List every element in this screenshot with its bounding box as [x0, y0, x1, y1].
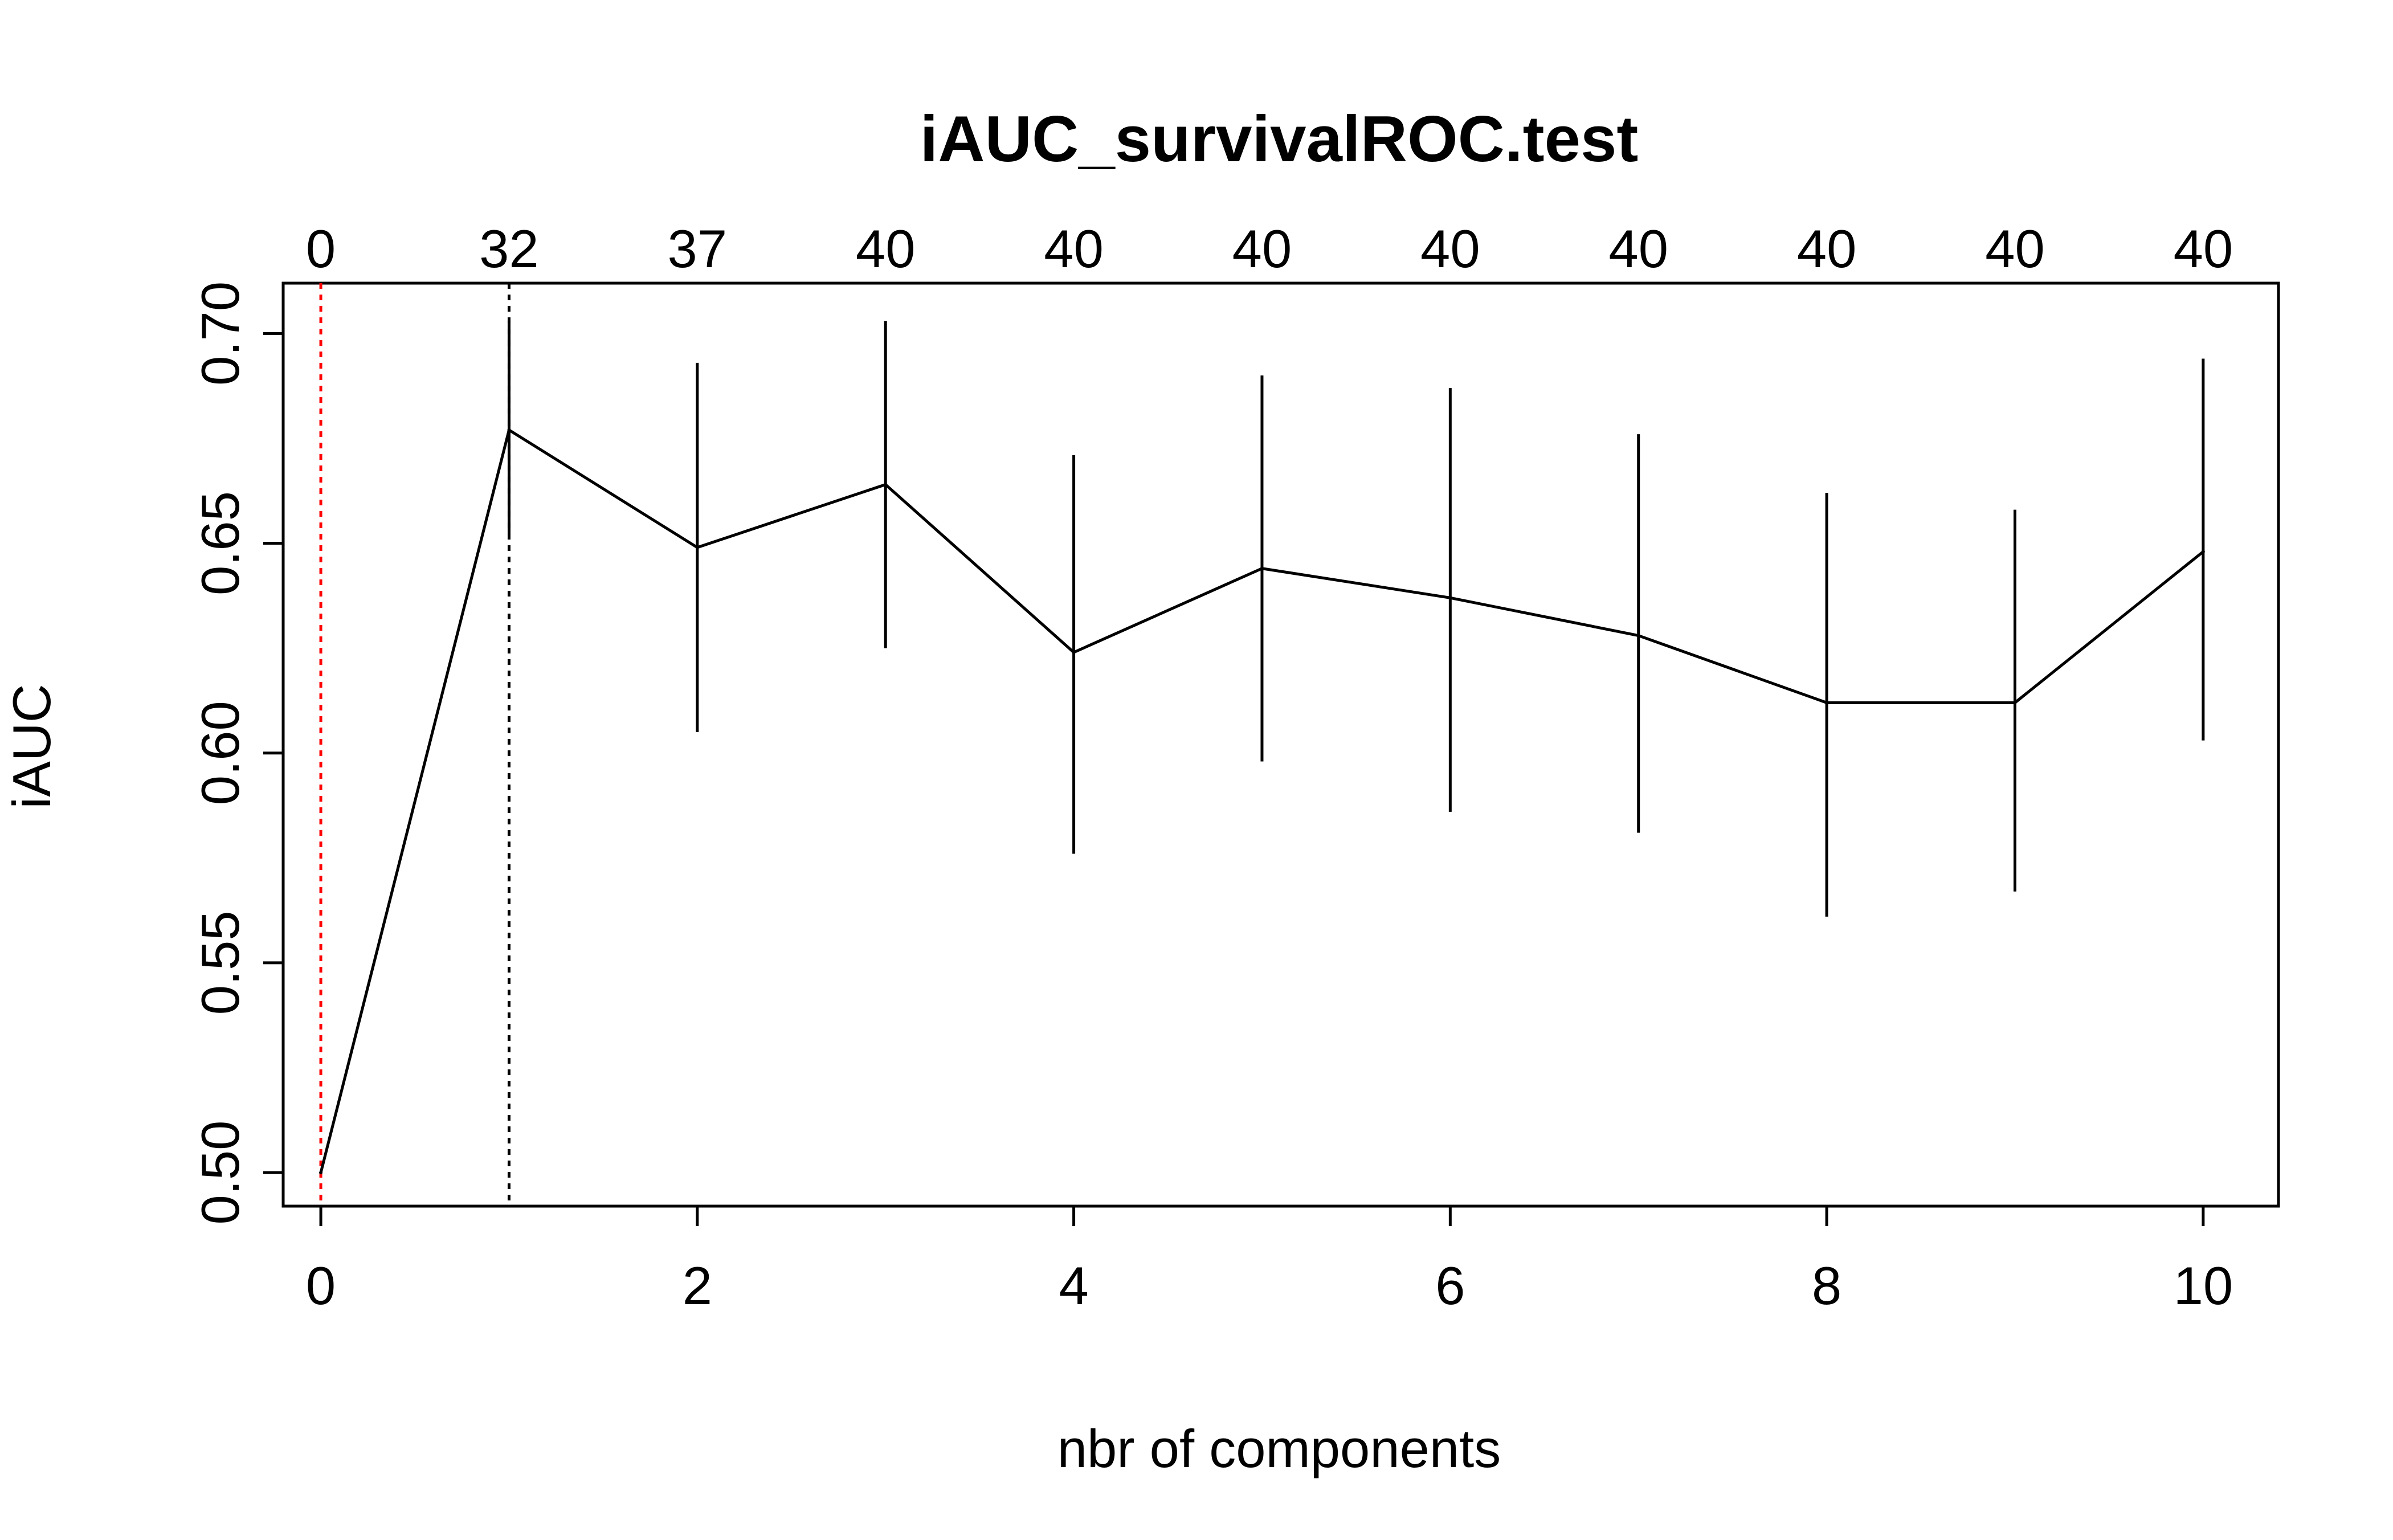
y-tick-label-0: 0.50 [190, 1121, 250, 1225]
data-point-0 [319, 1171, 323, 1175]
top-tick-label-2: 37 [668, 219, 728, 279]
data-point-3 [884, 483, 888, 487]
x-tick-label-2: 4 [1059, 1256, 1088, 1316]
chart-title: iAUC_survivalROC.test [920, 103, 1639, 175]
data-point-1 [507, 428, 511, 432]
x-tick-label-0: 0 [306, 1256, 336, 1316]
top-tick-label-1: 32 [479, 219, 539, 279]
data-point-10 [2201, 550, 2205, 554]
y-tick-label-2: 0.60 [190, 701, 250, 805]
plot-frame [281, 281, 2280, 1208]
y-axis-label: iAUC [2, 684, 62, 808]
x-tick-label-5: 10 [2174, 1256, 2233, 1316]
data-point-6 [1448, 596, 1452, 600]
x-axis-label: nbr of components [1057, 1419, 1501, 1478]
top-tick-label-8: 40 [1797, 219, 1857, 279]
x-tick-label-1: 2 [683, 1256, 712, 1316]
top-tick-label-0: 0 [306, 219, 336, 279]
top-tick-label-3: 40 [856, 219, 916, 279]
top-tick-label-9: 40 [1985, 219, 2045, 279]
top-tick-label-6: 40 [1420, 219, 1480, 279]
data-point-5 [1260, 566, 1264, 570]
y-tick-label-3: 0.65 [190, 491, 250, 595]
data-point-7 [1636, 634, 1640, 638]
x-tick-label-3: 6 [1435, 1256, 1465, 1316]
x-tick-label-4: 8 [1812, 1256, 1841, 1316]
top-tick-label-10: 40 [2174, 219, 2233, 279]
top-tick-label-5: 40 [1232, 219, 1292, 279]
top-tick-label-4: 40 [1044, 219, 1104, 279]
top-tick-label-7: 40 [1608, 219, 1668, 279]
data-point-4 [1072, 651, 1076, 654]
data-point-9 [2013, 701, 2017, 705]
data-point-2 [695, 545, 699, 549]
y-tick-label-4: 0.70 [190, 281, 250, 386]
data-point-8 [1825, 701, 1829, 705]
y-tick-label-1: 0.55 [190, 910, 250, 1015]
